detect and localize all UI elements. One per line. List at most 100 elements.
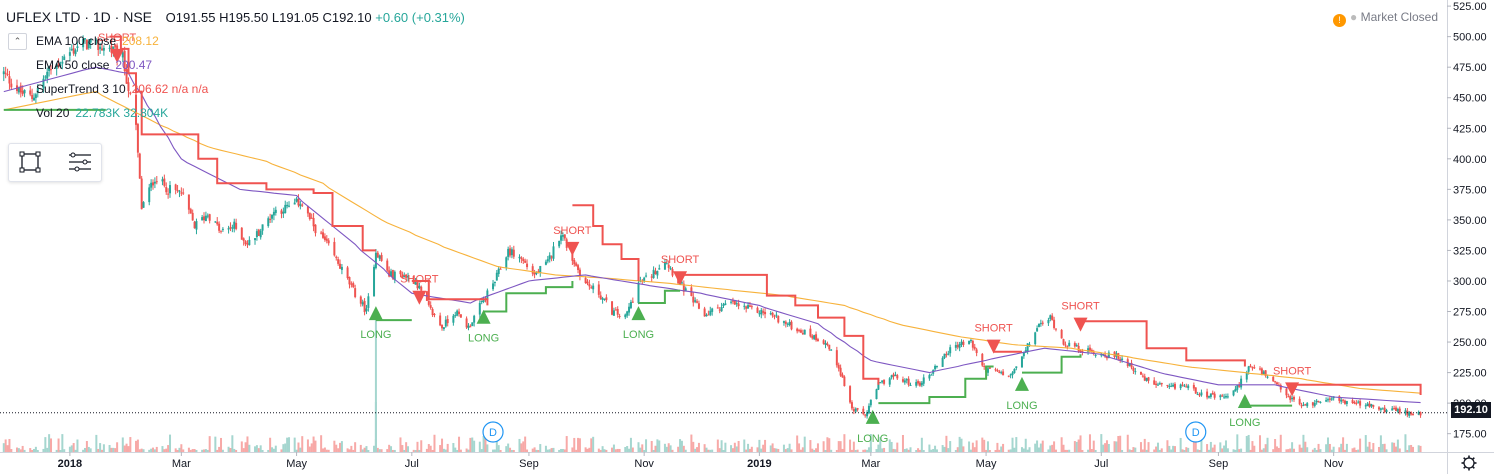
short-signal: SHORT <box>1061 301 1100 332</box>
x-tick-label: Sep <box>519 458 539 470</box>
candle-body <box>943 353 946 359</box>
candle-body <box>592 285 595 290</box>
candle-body <box>628 306 631 313</box>
volume-bar <box>1145 449 1148 452</box>
volume-bar <box>839 441 842 452</box>
y-tick-label: 250.00 <box>1453 337 1487 349</box>
legend-supertrend[interactable]: SuperTrend 3 10 206.62 n/a n/a <box>10 82 208 96</box>
candle-body <box>163 178 166 186</box>
candle-body <box>1342 399 1345 401</box>
volume-bar <box>996 442 999 452</box>
candle-body <box>282 211 285 214</box>
candle-body <box>1311 402 1314 406</box>
candle-body <box>826 343 829 345</box>
gear-icon[interactable] <box>1461 455 1477 471</box>
candle-body <box>391 270 394 279</box>
candle-body <box>762 311 765 313</box>
volume-bar <box>922 449 925 452</box>
volume-bar <box>378 449 381 452</box>
volume-bar <box>1383 443 1386 452</box>
candle-body <box>731 300 734 302</box>
candle-body <box>121 52 124 58</box>
volume-bar <box>1306 447 1309 452</box>
volume-bar <box>203 449 206 452</box>
legend-ema100[interactable]: EMA 100 close 208.12 <box>10 34 159 48</box>
volume-bar <box>1054 449 1057 452</box>
volume-bar <box>458 436 461 452</box>
volume-bar <box>1156 442 1159 452</box>
volume-bar <box>1353 447 1356 452</box>
candle-body <box>314 224 317 234</box>
volume-bar <box>684 449 687 452</box>
candle-body <box>1274 381 1277 383</box>
candle-body <box>1306 403 1309 407</box>
volume-bar <box>1088 434 1091 452</box>
volume-bar <box>934 445 937 452</box>
volume-bar <box>771 443 774 452</box>
supertrend-short <box>109 35 376 252</box>
volume-bar <box>31 449 34 452</box>
volume-bar <box>1198 449 1201 452</box>
candle-body <box>788 322 791 326</box>
volume-bar <box>1066 449 1069 452</box>
volume-bar <box>682 445 685 452</box>
candle-body <box>261 224 264 231</box>
volume-bar <box>518 438 521 452</box>
volume-bar <box>1179 437 1182 452</box>
volume-bar <box>852 441 855 452</box>
candle-body <box>663 262 666 270</box>
candle-body <box>1013 369 1016 374</box>
short-signal: SHORT <box>98 32 137 63</box>
volume-bar <box>709 449 712 452</box>
volume-bar <box>703 444 706 452</box>
signal-label: LONG <box>857 433 888 445</box>
candle-body <box>1292 396 1295 400</box>
market-status[interactable]: ! ● Market Closed <box>1333 10 1438 27</box>
candle-body <box>429 305 432 309</box>
candle-body <box>852 409 855 412</box>
volume-bar <box>152 447 155 452</box>
legend-volume[interactable]: Vol 20 22.783K 32.804K <box>10 106 168 120</box>
volume-bar <box>272 448 275 452</box>
volume-bar <box>393 449 396 452</box>
volume-bar <box>48 434 51 452</box>
candle-body <box>1168 386 1171 388</box>
volume-bar <box>361 449 364 452</box>
volume-bar <box>552 447 555 452</box>
symbol-title[interactable]: UFLEX LTD · 1D · NSE <box>6 9 152 25</box>
rectangle-select-icon[interactable] <box>19 151 41 173</box>
signal-label: LONG <box>1006 400 1037 412</box>
candle-body <box>499 268 502 270</box>
candle-body <box>1224 395 1227 398</box>
legend-collapse-button[interactable]: ⌃ <box>8 33 27 50</box>
volume-bar <box>1087 449 1090 452</box>
volume-bar <box>1417 445 1420 452</box>
long-arrow <box>1014 376 1029 391</box>
candle-body <box>427 300 430 305</box>
candle-body <box>348 277 351 285</box>
candle-body <box>286 204 289 207</box>
candle-body <box>1049 315 1052 320</box>
short-arrow <box>110 48 125 63</box>
candle-body <box>1145 378 1148 381</box>
candle-body <box>155 181 158 183</box>
legend-ema50[interactable]: EMA 50 close 200.47 <box>10 58 152 72</box>
volume-bar <box>425 448 428 452</box>
volume-bar <box>227 446 230 452</box>
candle-body <box>694 300 697 302</box>
candle-body <box>505 257 508 268</box>
long-arrow <box>631 306 646 321</box>
volume-bar <box>8 438 11 452</box>
candle-body <box>469 326 472 328</box>
volume-bar <box>798 443 801 452</box>
volume-bar <box>72 443 75 452</box>
candle-body <box>994 369 997 371</box>
candle-body <box>624 314 627 318</box>
volume-bar <box>363 447 366 452</box>
candle-body <box>1213 393 1216 398</box>
volume-bar <box>148 449 151 452</box>
list-lines-icon[interactable] <box>67 151 93 173</box>
volume-bar <box>1102 444 1105 452</box>
candle-body <box>114 44 117 48</box>
